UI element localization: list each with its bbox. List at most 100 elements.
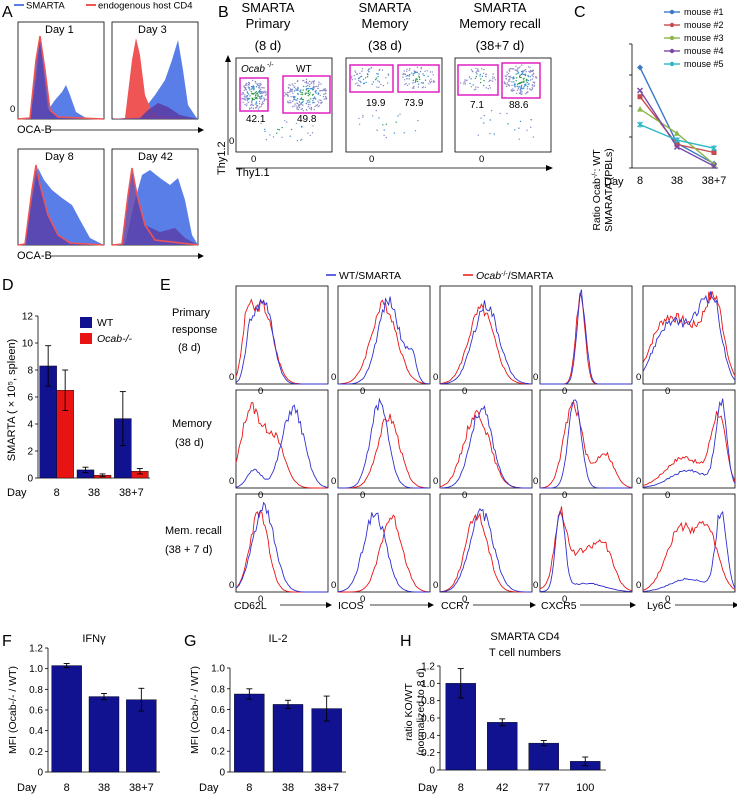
flow-dot bbox=[408, 75, 410, 77]
flow-dot bbox=[417, 83, 420, 85]
flow-dot bbox=[297, 87, 299, 90]
flow-dot bbox=[358, 117, 360, 120]
flow-dot bbox=[312, 102, 314, 104]
panel-f: F IFNγ 0 0.2 0.4 0.6 0.8 1.0 1.2 8 38 38+7 MFI (O… bbox=[2, 633, 160, 794]
flow-dot bbox=[261, 87, 263, 89]
flow-dot bbox=[258, 83, 260, 85]
flow-dot bbox=[530, 70, 532, 73]
flow-dot bbox=[472, 84, 474, 86]
flow-dot bbox=[516, 92, 518, 95]
flow-dot bbox=[301, 98, 303, 101]
flow-dot bbox=[404, 73, 406, 75]
flow-dot bbox=[276, 132, 278, 134]
flow-dot bbox=[378, 81, 381, 83]
flow-dot bbox=[293, 98, 295, 100]
flow-dot bbox=[272, 136, 275, 138]
b-title-3-l1: SMARTA bbox=[474, 0, 527, 15]
bar-xtick-label: 8 bbox=[246, 782, 252, 794]
e-hist-box bbox=[337, 285, 431, 385]
legend-host-label: endogenous host CD4 bbox=[98, 1, 193, 12]
flow-dot bbox=[517, 72, 519, 75]
flow-dot bbox=[289, 90, 291, 92]
b1-y-zero: 0 bbox=[229, 136, 234, 147]
b1-gate-ocab-sup: -/- bbox=[267, 62, 274, 69]
b-ylabel: Thy1.2 bbox=[216, 141, 228, 175]
flow-dot bbox=[307, 103, 310, 106]
e-hist-ko-curve bbox=[539, 506, 633, 592]
flow-dot bbox=[512, 88, 514, 90]
b2-x-zero: 0 bbox=[369, 154, 374, 165]
flow-dot bbox=[252, 107, 255, 110]
flow-dot bbox=[256, 92, 259, 94]
flow-dot bbox=[527, 66, 530, 68]
flow-dot bbox=[475, 86, 477, 88]
flow-dot bbox=[430, 80, 433, 83]
flow-dot bbox=[511, 68, 513, 70]
h-xlabel: Day bbox=[418, 782, 438, 794]
flow-dot bbox=[526, 92, 528, 94]
flow-dot bbox=[262, 87, 264, 89]
flow-dot bbox=[309, 92, 311, 94]
flow-dot bbox=[368, 71, 370, 73]
flow-dot bbox=[525, 71, 527, 73]
flow-dot bbox=[307, 132, 309, 134]
flow-dot bbox=[408, 69, 410, 72]
flow-dot bbox=[517, 67, 519, 69]
e-hist-y-zero: 0 bbox=[229, 372, 234, 383]
flow-dot bbox=[307, 82, 309, 85]
flow-dot bbox=[525, 78, 528, 81]
flow-dot bbox=[254, 91, 256, 94]
flow-dot bbox=[470, 78, 472, 80]
flow-dot bbox=[418, 73, 420, 75]
e-hist-ko-curve bbox=[235, 298, 328, 385]
flow-dot bbox=[312, 88, 314, 91]
flow-dot bbox=[376, 129, 378, 131]
flow-dot bbox=[475, 75, 478, 78]
flow-dot bbox=[395, 121, 397, 123]
flow-dot bbox=[246, 97, 249, 100]
flow-dot bbox=[358, 123, 361, 126]
b1-x-zero: 0 bbox=[251, 154, 256, 165]
flow-dot bbox=[263, 87, 265, 89]
e-hist-box bbox=[439, 493, 533, 593]
panel-b-titles: SMARTA Primary (8 d) SMARTA Memory (38 d… bbox=[242, 0, 541, 53]
flow-dot bbox=[419, 70, 422, 73]
flow-dot bbox=[483, 68, 485, 71]
flow-dot bbox=[474, 77, 477, 80]
flow-dot bbox=[407, 74, 409, 77]
e-hist-y-zero: 0 bbox=[533, 476, 538, 487]
flow-dot bbox=[508, 72, 510, 75]
c-legend-marker bbox=[669, 48, 675, 54]
flow-dot bbox=[510, 67, 512, 70]
bar-xtick-label: 38+7 bbox=[119, 487, 144, 499]
flow-dot bbox=[424, 79, 427, 81]
flow-dot bbox=[375, 109, 377, 112]
flow-dot bbox=[310, 81, 312, 83]
flow-dot bbox=[281, 126, 283, 129]
flow-dot bbox=[523, 69, 526, 72]
flow-dot bbox=[314, 105, 316, 108]
flow-dot bbox=[242, 98, 245, 100]
e-hist-ko-curve bbox=[539, 402, 633, 489]
b-title-1-l3: (8 d) bbox=[255, 38, 282, 53]
flow-dot bbox=[251, 100, 253, 102]
flow-dot bbox=[380, 83, 382, 86]
flow-dot bbox=[310, 82, 313, 85]
panel-a-hist-day3: Day 3 bbox=[111, 21, 199, 120]
flow-dot bbox=[307, 84, 309, 87]
flow-dot bbox=[518, 92, 521, 95]
flow-dot bbox=[379, 68, 381, 71]
flow-dot bbox=[246, 82, 248, 85]
flow-dot bbox=[418, 76, 421, 79]
flow-dot bbox=[316, 85, 318, 88]
bar-ytick-label: 1.0 bbox=[29, 664, 43, 675]
flow-dot bbox=[249, 107, 251, 109]
flow-dot bbox=[359, 72, 361, 75]
flow-dot bbox=[310, 109, 312, 111]
flow-dot bbox=[319, 90, 322, 92]
g-ylabel: MFI (Ocab-/- / WT) bbox=[189, 666, 201, 754]
flow-dot bbox=[286, 94, 289, 96]
flow-dot bbox=[252, 85, 254, 87]
g-title: IL-2 bbox=[269, 633, 288, 645]
flow-dot bbox=[306, 100, 308, 102]
